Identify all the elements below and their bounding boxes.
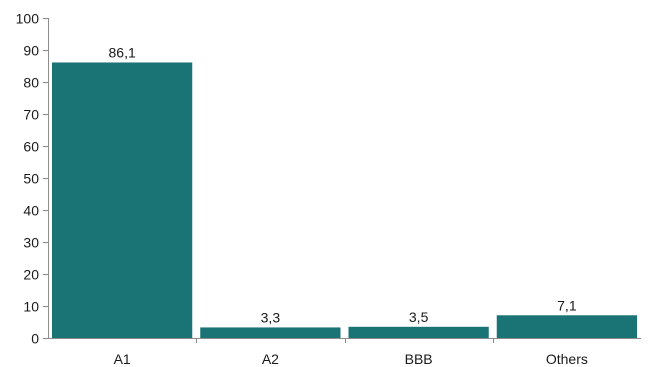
bar-bbb bbox=[348, 326, 489, 338]
y-tick-label: 100 bbox=[16, 11, 40, 27]
x-tick-label: BBB bbox=[405, 351, 433, 367]
y-tick-label: 30 bbox=[23, 235, 39, 251]
bar-a2 bbox=[200, 327, 341, 338]
x-tick-label: A1 bbox=[114, 351, 131, 367]
y-axis: 0 10 20 30 40 50 60 70 80 90 100 bbox=[16, 11, 49, 347]
y-tick-label: 20 bbox=[23, 267, 39, 283]
y-tick-label: 0 bbox=[31, 331, 39, 347]
data-label-bbb: 3,5 bbox=[409, 309, 429, 325]
y-tick-label: 60 bbox=[23, 139, 39, 155]
y-tick-label: 40 bbox=[23, 203, 39, 219]
x-axis: A1 A2 BBB Others bbox=[48, 338, 641, 367]
data-label-a2: 3,3 bbox=[261, 309, 281, 325]
x-tick-label: A2 bbox=[262, 351, 279, 367]
data-label-others: 7,1 bbox=[557, 297, 577, 313]
data-labels: 86,1 3,3 3,5 7,1 bbox=[109, 44, 577, 325]
x-tick-label: Others bbox=[546, 351, 588, 367]
data-label-a1: 86,1 bbox=[109, 44, 136, 60]
bars bbox=[52, 62, 637, 338]
y-tick-label: 10 bbox=[23, 299, 39, 315]
y-tick-label: 80 bbox=[23, 75, 39, 91]
y-tick-label: 90 bbox=[23, 43, 39, 59]
bar-others bbox=[496, 315, 637, 338]
bar-a1 bbox=[52, 62, 193, 338]
y-tick-label: 50 bbox=[23, 171, 39, 187]
y-tick-label: 70 bbox=[23, 107, 39, 123]
